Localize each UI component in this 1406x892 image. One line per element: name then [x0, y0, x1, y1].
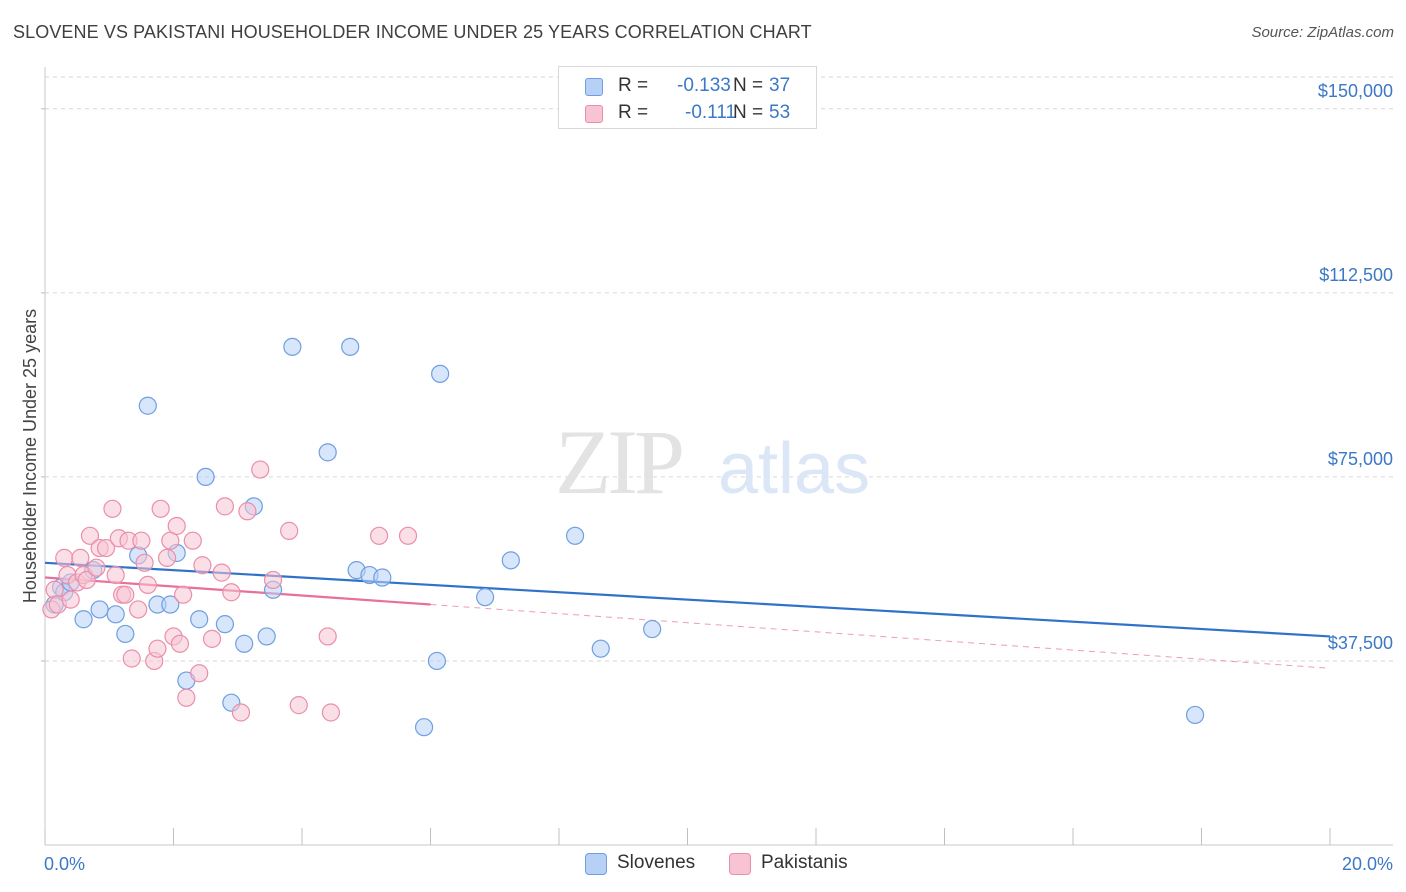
pakistanis-swatch	[729, 853, 751, 875]
y-tick-label: $75,000	[1328, 449, 1393, 469]
pakistanis-point	[122, 649, 141, 668]
slovenes-point	[476, 588, 495, 607]
correlation-legend: R = -0.133 N = 37 R = -0.111 N = 53	[558, 66, 817, 129]
pakistanis-point	[238, 502, 257, 521]
slovenes-point	[116, 624, 135, 644]
pakistanis-point	[190, 664, 209, 683]
slovenes-point	[1185, 705, 1205, 725]
pakistanis-point	[398, 526, 418, 545]
pakistanis-point	[45, 580, 64, 599]
pakistanis-point	[212, 563, 231, 582]
pakistanis-point	[138, 575, 157, 594]
pakistanis-point	[87, 558, 106, 577]
pakistanis-point	[135, 553, 154, 572]
r-value: -0.111	[685, 102, 737, 123]
pakistanis-point	[77, 570, 96, 590]
pakistanis-point	[289, 696, 308, 715]
legend-label: Slovenes	[617, 852, 696, 873]
slovenes-point	[414, 718, 434, 737]
pakistanis-point	[174, 585, 193, 604]
pakistanis-point	[61, 590, 80, 609]
slovenes-point	[106, 605, 125, 624]
watermark: ZIP atlas	[555, 411, 870, 513]
slovenes-point	[427, 651, 447, 671]
pakistanis-point	[193, 556, 212, 575]
slovenes-swatch	[585, 853, 607, 875]
r-label: R =	[618, 75, 649, 96]
pakistanis-point	[177, 688, 196, 707]
pakistanis-point	[231, 703, 251, 722]
pakistanis-point	[148, 639, 167, 658]
pakistanis-point	[222, 583, 241, 602]
slovenes-point	[161, 595, 180, 614]
pakistanis-point	[215, 497, 234, 516]
n-value: 37	[769, 75, 791, 96]
pakistanis-point	[321, 703, 341, 722]
r-label: R =	[618, 102, 649, 123]
slovenes-point	[341, 337, 360, 356]
pakistanis-point	[170, 634, 190, 653]
slovenes-trend-line	[44, 561, 1331, 638]
pakistanis-point	[251, 460, 270, 479]
r-value: -0.133	[677, 75, 731, 96]
x-tick-label: 20.0%	[1342, 854, 1393, 874]
slovenes-point	[373, 568, 392, 587]
pakistanis-point	[116, 585, 135, 604]
y-tick-label: $37,500	[1328, 633, 1393, 653]
n-value: 53	[769, 102, 791, 123]
slovenes-point	[591, 639, 610, 658]
watermark-atlas: atlas	[718, 429, 870, 509]
pakistanis-point	[318, 627, 337, 646]
slovenes-point	[643, 619, 662, 639]
y-tick-label: $150,000	[1318, 81, 1393, 101]
slovenes-point	[74, 610, 93, 629]
legend-label: Pakistanis	[761, 852, 848, 873]
n-label: N =	[733, 75, 764, 96]
slovenes-point	[318, 443, 337, 462]
pakistanis-point	[263, 570, 283, 590]
slovenes-point	[257, 627, 276, 646]
pakistanis-point	[96, 538, 116, 558]
pakistanis-point	[71, 548, 90, 567]
pakistanis-point	[183, 531, 202, 550]
source-credit: Source: ZipAtlas.com	[1251, 24, 1394, 41]
slovenes-point	[431, 364, 450, 383]
slovenes-point	[138, 396, 157, 415]
slovenes-point	[215, 615, 234, 634]
pakistanis-point	[151, 499, 170, 518]
pakistanis-swatch	[585, 105, 603, 123]
data-points	[42, 337, 1205, 737]
slovenes-point	[235, 634, 254, 653]
y-axis-label: Householder Income Under 25 years	[20, 309, 40, 603]
slovenes-point	[90, 600, 109, 619]
pakistanis-point	[202, 629, 222, 648]
pakistanis-point	[157, 548, 177, 567]
slovenes-swatch	[585, 78, 603, 96]
pakistanis-point	[280, 521, 299, 540]
series-legend: Slovenes Pakistanis	[0, 852, 1406, 876]
pakistanis-point	[106, 565, 125, 585]
slovenes-point	[196, 467, 215, 487]
n-label: N =	[733, 102, 764, 123]
pakistanis-point	[129, 600, 148, 619]
slovenes-point	[501, 551, 520, 570]
slovenes-point	[283, 337, 302, 356]
x-tick-label: 0.0%	[44, 854, 85, 874]
pakistanis-point	[103, 499, 122, 518]
pakistanis-point	[370, 526, 389, 545]
pakistanis-trend-extension	[430, 604, 1331, 669]
pakistanis-point	[80, 526, 100, 545]
axes	[41, 67, 1393, 846]
y-tick-label: $112,500	[1319, 265, 1393, 285]
watermark-zip: ZIP	[555, 411, 682, 513]
slovenes-point	[565, 526, 585, 545]
slovenes-point	[190, 610, 209, 629]
trend-lines	[44, 561, 1331, 669]
tick-labels: $37,500 $75,000 $112,500 $150,000 0.0% 20.0%	[44, 81, 1393, 874]
pakistanis-point	[132, 531, 151, 550]
pakistanis-point	[55, 548, 74, 567]
chart-title: SLOVENE VS PAKISTANI HOUSEHOLDER INCOME …	[13, 22, 812, 42]
pakistanis-point	[167, 516, 186, 536]
